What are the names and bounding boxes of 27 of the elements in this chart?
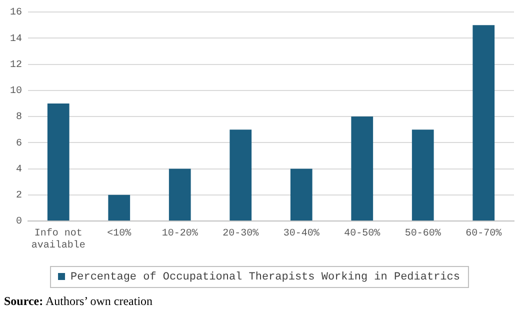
bar [290,168,312,220]
bar [230,130,252,220]
y-tick-label: 10 [10,86,22,98]
y-tick-label: 12 [10,60,22,71]
bar [168,168,191,220]
bar [472,25,495,220]
bar [412,130,434,220]
bar [351,116,374,220]
x-tick-label: <10% [107,228,132,240]
legend-label: Percentage of Occupational Therapists Working in Pediatrics [70,271,460,284]
x-tick-label: 40-50% [344,228,380,240]
x-tick-label: 50-60% [404,228,441,240]
source-note: Source: Authors’ own creation [4,294,154,309]
y-tick-label: 14 [10,34,22,45]
y-tick-label: 8 [16,112,22,124]
bar [108,194,130,220]
y-tick-label: 16 [10,8,22,19]
y-tick-label: 2 [16,190,22,202]
y-tick-label: 4 [16,164,22,176]
x-tick-label: 60-70% [466,228,502,240]
y-tick-label: 0 [16,216,22,228]
bar [47,103,70,220]
x-tick-label: 30-40% [283,228,320,240]
x-tick-label: 20-30% [222,228,259,240]
x-tick-label: Info not available [31,228,86,252]
x-tick-label: 10-20% [162,228,198,240]
y-tick-label: 6 [16,138,22,150]
